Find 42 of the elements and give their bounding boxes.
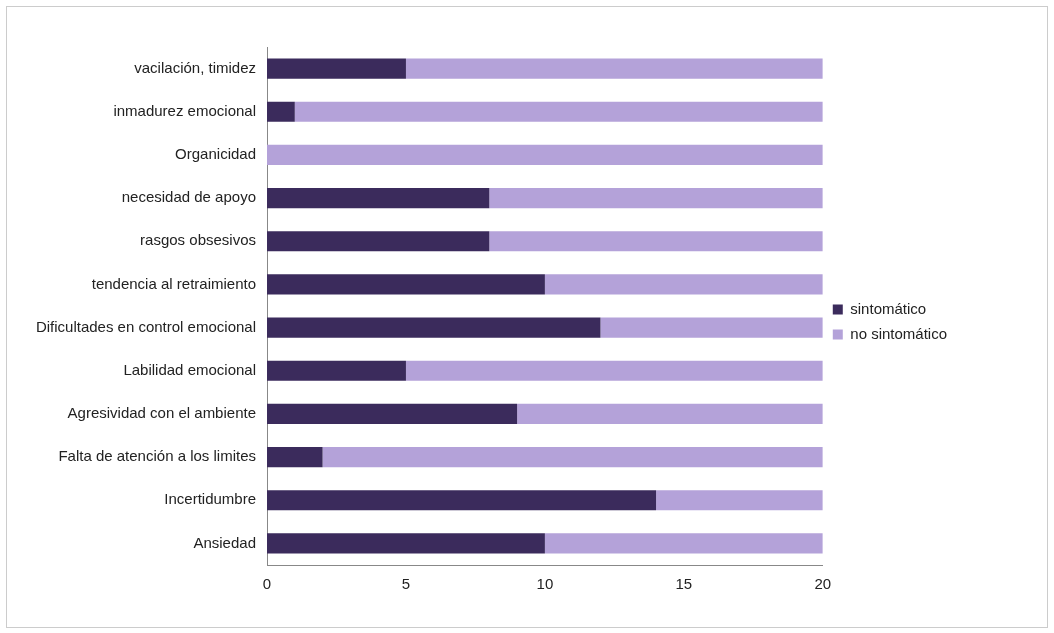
bar xyxy=(267,274,545,295)
bar xyxy=(267,360,406,381)
x-tick-label: 10 xyxy=(536,575,554,593)
bar xyxy=(267,58,406,79)
x-tick-label: 0 xyxy=(262,575,272,593)
y-tick-label: Falta de atención a los limites xyxy=(58,447,256,465)
bar xyxy=(322,446,823,468)
y-tick-label: Dificultades en control emocional xyxy=(35,317,256,335)
y-tick-label: inmadurez emocional xyxy=(113,101,256,119)
y-tick-label: rasgos obsesivos xyxy=(140,231,256,249)
bar xyxy=(267,446,323,468)
bar xyxy=(544,274,823,295)
y-tick-label: Incertidumbre xyxy=(164,490,256,508)
y-tick-label: Organicidad xyxy=(175,145,256,163)
bar xyxy=(294,101,823,122)
bar xyxy=(600,317,823,338)
bar xyxy=(267,231,490,252)
bar xyxy=(517,403,823,425)
bar xyxy=(267,187,490,209)
bar xyxy=(544,533,823,554)
bar xyxy=(405,360,823,381)
bar xyxy=(656,490,823,511)
bar xyxy=(267,101,295,122)
y-tick-label: tendencia al retraimiento xyxy=(91,274,256,292)
bar xyxy=(489,231,823,252)
y-tick-label: Ansiedad xyxy=(193,533,256,551)
bar xyxy=(267,490,657,511)
bar xyxy=(405,58,823,79)
y-tick-label: vacilación, timidez xyxy=(134,58,256,76)
bar xyxy=(267,403,518,425)
bar xyxy=(267,533,545,554)
bar xyxy=(267,144,823,166)
legend-label: no sintomático xyxy=(850,324,947,342)
bar xyxy=(267,317,601,338)
x-tick-label: 5 xyxy=(401,575,411,593)
y-tick-label: Labilidad emocional xyxy=(123,360,256,378)
x-tick-label: 15 xyxy=(675,575,693,593)
y-tick-label: necesidad de apoyo xyxy=(121,188,256,206)
bar xyxy=(489,187,823,209)
legend-label: sintomático xyxy=(850,299,927,317)
x-tick-label: 20 xyxy=(814,575,832,593)
y-tick-label: Agresividad con el ambiente xyxy=(67,404,256,422)
